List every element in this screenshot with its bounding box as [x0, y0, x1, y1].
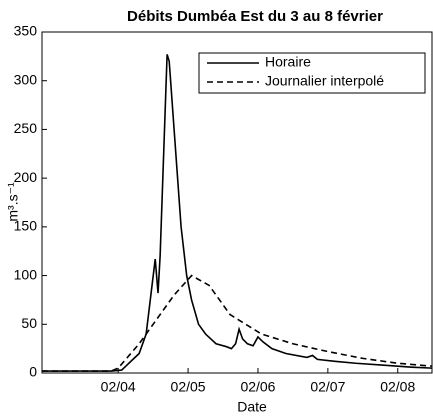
series-line — [42, 274, 433, 372]
plot-frame — [41, 31, 433, 374]
y-tick-label: 0 — [29, 364, 37, 380]
x-tick-label: 02/06 — [240, 379, 275, 395]
series-line — [42, 54, 433, 372]
x-axis-label: Date — [237, 399, 267, 415]
x-tick-label: 02/05 — [171, 379, 206, 395]
y-tick-label: 350 — [14, 23, 38, 39]
x-tick-label: 02/08 — [380, 379, 415, 395]
chart-title: Débits Dumbéa Est du 3 au 8 février — [127, 8, 383, 25]
y-tick-label: 300 — [14, 71, 38, 87]
legend-label: Journalier interpolé — [265, 73, 384, 89]
y-tick-label: 250 — [14, 120, 38, 136]
y-tick-label: 200 — [14, 169, 38, 185]
y-tick-label: 50 — [21, 315, 37, 331]
y-tick-label: 100 — [14, 266, 38, 282]
x-tick-label: 02/04 — [101, 379, 136, 395]
y-tick-label: 150 — [14, 218, 38, 234]
legend-box — [198, 52, 426, 94]
legend-label: Horaire — [265, 54, 311, 70]
y-axis-label: m³.s⁻¹ — [5, 182, 21, 222]
x-tick-label: 02/07 — [310, 379, 345, 395]
